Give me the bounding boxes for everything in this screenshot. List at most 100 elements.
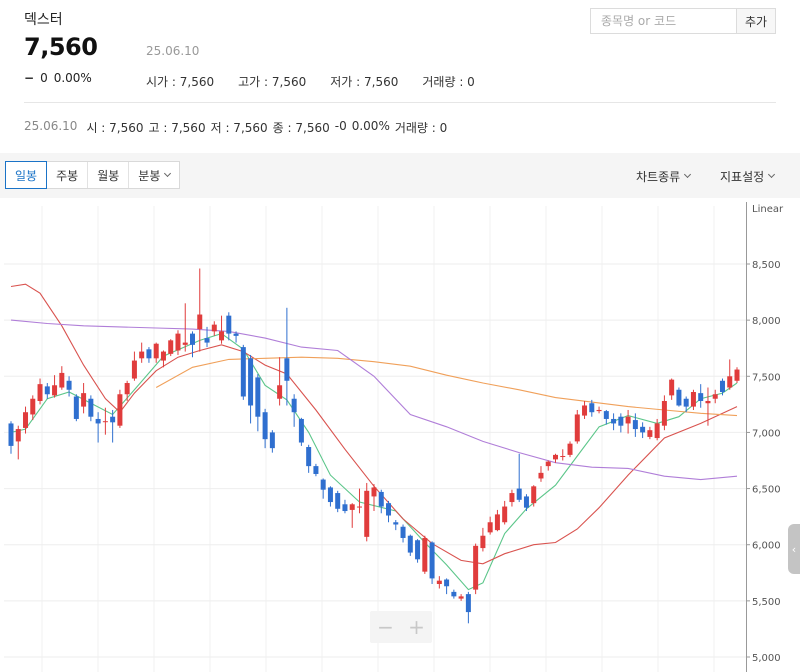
candle-body [451,591,457,597]
y-tick-label: 5,500 [752,597,781,608]
candle-body [676,389,682,406]
candle-body [719,380,725,393]
candle-body [37,384,43,401]
candle-body [523,496,529,508]
ohlc-close: 종 : 7,560 [272,121,330,135]
candle-body [690,392,696,407]
header-divider [24,102,776,103]
y-tick-label: 5,000 [752,653,781,664]
candle-body [313,466,319,474]
y-tick-label: 6,000 [752,541,781,552]
candle-body [269,432,275,449]
candle-body [494,514,500,531]
tab-minute-label: 분봉 [138,168,161,183]
stock-search-input[interactable] [591,9,736,33]
change-percent: 0.00% [53,71,92,85]
indicator-settings-menu[interactable]: 지표설정 [720,168,776,185]
candlestick-chart[interactable]: Linear 5,000 5,500 6,000 6,500 7,000 7,500 8,00… [0,198,800,672]
tab-minute[interactable]: 분봉 [129,162,179,188]
candle-body [386,503,392,516]
change-value: 0 [40,71,48,85]
ohlc-summary: 25.06.10 시 : 7,560 고 : 7,560 저 : 7,560 종… [24,119,452,136]
side-panel-handle[interactable]: ‹ [788,524,800,574]
quote-low: 저가 : 7,560 [330,75,399,89]
candle-body [356,506,362,508]
candle-body [30,398,36,415]
ohlc-open: 시 : 7,560 [86,121,144,135]
candle-body [73,396,79,419]
candle-body [698,393,704,401]
candle-body [335,493,341,509]
candle-body [632,420,638,430]
candle-body [683,398,689,407]
candle-body [327,487,333,503]
candle-body [291,398,297,413]
candle-body [567,443,573,455]
candle-body [371,487,377,497]
moving-average-line [10,319,738,481]
tab-monthly[interactable]: 월봉 [88,162,130,188]
candle-body [654,423,660,439]
candle-body [139,351,145,359]
candle-body [226,315,232,334]
indicator-settings-label: 지표설정 [720,170,765,184]
candle-body [349,504,355,510]
candle-body [23,412,29,428]
chart-toolbar: 일봉 주봉 월봉 분봉 차트종류 지표설정 [0,153,800,198]
chart-area[interactable]: Linear 5,000 5,500 6,000 6,500 7,000 7,500 8,00… [0,198,800,672]
candle-body [560,456,566,458]
candle-body [502,506,508,523]
candle-body [219,331,225,341]
ohlc-date: 25.06.10 [24,119,78,133]
zoom-in-button[interactable]: + [408,615,425,639]
candle-body [8,423,14,446]
chevron-down-icon [164,169,172,177]
candle-body [625,416,631,424]
candle-body [320,479,326,490]
candle-body [240,347,246,397]
candle-body [277,385,283,399]
candle-body [131,360,137,379]
candle-body [647,430,653,437]
candle-body [153,343,159,359]
quote-volume: 거래량 : 0 [422,75,475,89]
candle-body [204,338,210,343]
candle-body [661,400,667,426]
candle-body [516,488,522,500]
chart-type-menu[interactable]: 차트종류 [636,168,692,185]
candle-body [211,324,217,332]
candle-body [190,333,195,345]
chevron-left-icon: ‹ [791,542,797,556]
candle-body [669,379,675,396]
candle-body [255,377,261,417]
candle-body [618,416,624,426]
quote-high: 고가 : 7,560 [238,75,307,89]
period-tabs: 일봉 주봉 월봉 분봉 [5,161,181,189]
candle-body [545,461,551,467]
trade-date: 25.06.10 [146,44,200,58]
tab-daily[interactable]: 일봉 [5,161,48,189]
candle-body [422,537,428,572]
candle-body [124,383,130,395]
quote-summary: 시가 : 7,560 고가 : 7,560 저가 : 7,560 거래량 : 0 [146,73,499,90]
candle-body [538,472,544,479]
candle-body [298,418,304,443]
candle-body [465,594,471,613]
candle-body [146,349,152,359]
candle-body [400,526,406,538]
ohlc-change: -0 [334,119,347,133]
zoom-controls: − + [370,611,432,643]
candle-body [407,535,413,553]
moving-average-line [10,283,738,565]
tab-weekly[interactable]: 주봉 [47,162,89,188]
candle-body [436,580,442,585]
candle-body [603,411,609,419]
candle-body [734,369,740,381]
candle-body [480,535,486,549]
candle-body [582,405,588,416]
zoom-out-button[interactable]: − [377,615,394,639]
add-button[interactable]: 추가 [736,8,776,34]
candle-body [393,522,399,525]
candle-body [262,412,268,440]
candle-body [284,358,290,381]
